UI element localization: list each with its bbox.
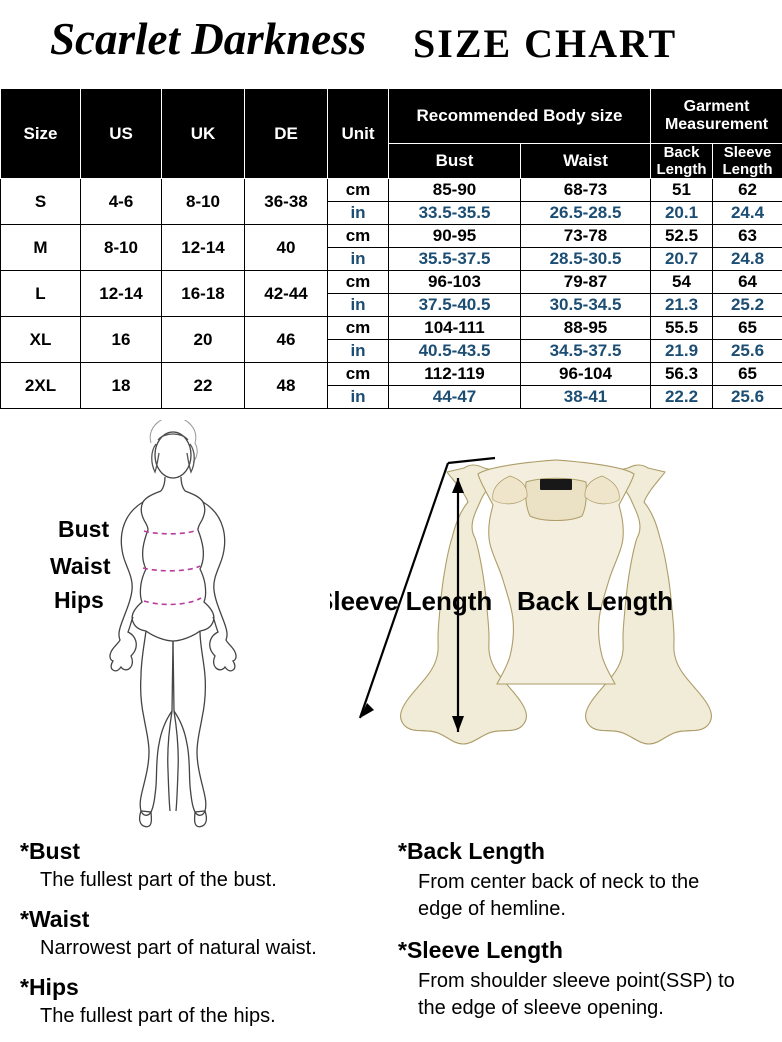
- svg-text:Back Length: Back Length: [517, 586, 673, 616]
- svg-text:Sleeve Length: Sleeve Length: [330, 586, 492, 616]
- svg-text:Bust: Bust: [58, 516, 109, 542]
- svg-text:Hips: Hips: [54, 587, 104, 613]
- svg-text:Waist: Waist: [50, 553, 111, 579]
